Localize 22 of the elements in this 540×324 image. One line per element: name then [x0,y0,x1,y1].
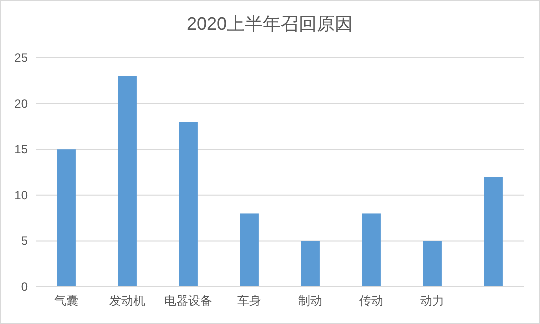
bar [179,122,198,287]
y-tick-label: 20 [14,96,28,111]
bar [57,150,76,287]
x-tick-label: 动力 [420,294,444,308]
x-tick-label: 发动机 [110,294,146,308]
bar [118,76,137,287]
bar [484,177,503,287]
y-tick-label: 0 [21,280,28,294]
x-tick-label: 车身 [238,294,262,308]
y-tick-label: 15 [14,142,28,157]
x-tick-label: 电器设备 [164,294,212,308]
x-tick-label: 传动 [360,294,384,308]
bar [240,214,259,287]
y-tick-label: 10 [14,188,28,202]
bar [423,241,442,287]
chart-title: 2020上半年召回原因 [186,14,354,34]
bar [301,241,320,287]
x-tick-label: 气囊 [54,294,78,308]
bar [362,214,381,287]
x-tick-label: 制动 [298,294,322,308]
y-tick-label: 25 [14,51,28,65]
y-tick-label: 5 [21,234,28,248]
